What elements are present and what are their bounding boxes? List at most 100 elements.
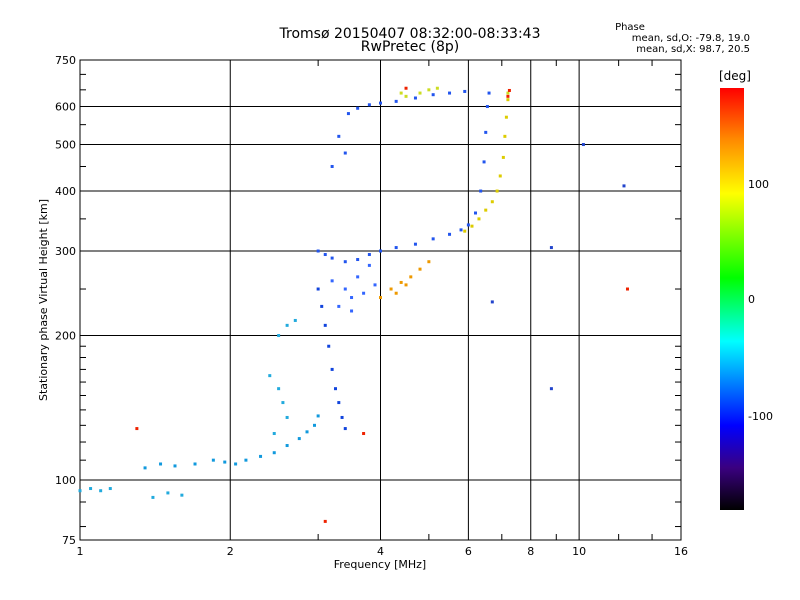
data-point (379, 101, 382, 105)
data-point (549, 387, 553, 391)
data-point (507, 88, 511, 92)
data-point (223, 460, 227, 464)
data-point (549, 246, 553, 250)
data-point (506, 98, 510, 102)
data-point (413, 242, 417, 246)
y-tick-label: 300 (55, 245, 76, 258)
data-point (180, 493, 184, 497)
data-point (356, 106, 360, 110)
data-point (343, 260, 347, 264)
data-point (316, 414, 320, 418)
data-point (503, 134, 507, 138)
grid-lines (79, 59, 682, 541)
data-point (285, 444, 289, 448)
data-point (431, 93, 435, 97)
chart-title: Tromsø 20150407 08:32:00-08:33:43 (279, 26, 541, 42)
data-point (99, 489, 103, 493)
y-tick-label: 600 (55, 101, 76, 114)
data-point (135, 427, 139, 431)
y-axis-label: Stationary phase Virtual Height [km] (37, 199, 50, 401)
data-point (320, 304, 324, 308)
data-point (268, 374, 272, 378)
data-point (418, 267, 422, 271)
data-point (495, 189, 499, 193)
data-point (470, 224, 474, 228)
data-point (362, 432, 366, 436)
data-point (173, 464, 177, 468)
x-tick-labels: 1 2 4 6 8 10 16 (77, 545, 689, 558)
data-point (323, 253, 327, 257)
data-point (193, 462, 197, 466)
data-point (404, 94, 408, 98)
data-point (285, 415, 289, 419)
data-point (367, 263, 371, 267)
data-point (293, 318, 297, 322)
data-point (427, 260, 431, 264)
colorbar-label-100: 100 (748, 178, 769, 191)
data-points (78, 86, 629, 523)
y-tick-label: 100 (55, 474, 76, 487)
data-point (151, 495, 155, 499)
data-point (108, 487, 112, 491)
data-point (506, 94, 510, 98)
data-point (394, 291, 398, 295)
data-point (323, 323, 327, 327)
data-point (435, 86, 439, 90)
y-tick-label: 500 (55, 139, 76, 152)
data-point (343, 427, 347, 431)
data-point (316, 249, 320, 253)
phase-x-stats: mean, sd,X: 98.7, 20.5 (636, 44, 750, 55)
phase-title: Phase (615, 22, 645, 33)
data-point (479, 189, 483, 193)
data-point (418, 91, 422, 95)
data-point (323, 519, 327, 523)
data-point (431, 237, 435, 241)
data-point (356, 258, 360, 262)
data-point (327, 344, 331, 348)
data-point (367, 253, 371, 257)
y-tick-label: 200 (55, 330, 76, 343)
data-point (343, 287, 347, 291)
data-point (159, 462, 163, 466)
data-point (340, 415, 344, 419)
data-point (490, 200, 494, 204)
data-point (463, 89, 467, 93)
data-point (473, 211, 477, 215)
data-point (281, 401, 285, 405)
data-point (244, 458, 248, 462)
data-point (379, 249, 382, 253)
phase-colorbar (720, 88, 744, 510)
data-point (277, 387, 281, 391)
data-point (330, 256, 334, 260)
data-point (622, 184, 626, 188)
data-point (337, 304, 341, 308)
x-tick-label: 2 (227, 545, 234, 558)
data-point (448, 232, 452, 236)
data-point (501, 155, 505, 159)
x-tick-label: 8 (527, 545, 534, 558)
data-point (625, 287, 629, 291)
x-axis-label: Frequency [MHz] (334, 558, 426, 571)
data-point (477, 217, 481, 221)
data-point (350, 296, 354, 300)
data-point (305, 430, 309, 434)
data-point (78, 489, 82, 493)
data-point (362, 291, 366, 295)
data-point (272, 451, 276, 455)
colorbar-title: [deg] (719, 69, 751, 83)
x-tick-label: 4 (377, 545, 384, 558)
data-point (490, 300, 494, 304)
data-point (482, 160, 486, 164)
y-tick-label: 750 (55, 54, 76, 67)
data-point (413, 96, 417, 100)
data-point (343, 151, 347, 155)
data-point (211, 458, 215, 462)
x-tick-label: 16 (674, 545, 688, 558)
data-point (485, 105, 489, 109)
colorbar-label-neg100: -100 (748, 410, 773, 423)
data-point (466, 223, 470, 227)
data-point (312, 423, 316, 427)
x-tick-label: 10 (572, 545, 586, 558)
data-point (498, 174, 502, 178)
